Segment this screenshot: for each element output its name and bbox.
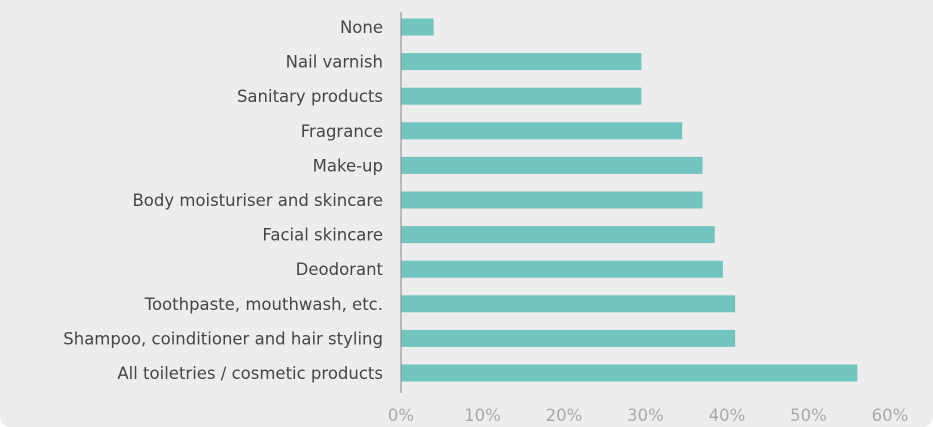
bar-5 — [401, 191, 703, 209]
x-tick-label-0: 0% — [388, 406, 414, 425]
x-tick-label-2: 20% — [546, 406, 583, 425]
category-label-0: None — [340, 18, 383, 37]
category-label-10: All toiletries / cosmetic products — [117, 364, 383, 383]
category-label-2: Sanitary products — [237, 87, 383, 106]
bar-2 — [401, 87, 642, 105]
bar-6 — [401, 226, 715, 244]
category-labels-group: None Nail varnish Sanitary products Fragran… — [63, 18, 383, 383]
bars-group — [401, 18, 858, 382]
x-tick-label-5: 50% — [790, 406, 827, 425]
category-label-3: Fragrance — [301, 122, 383, 141]
x-tick-labels-group: 0% 10% 20% 30% 40% 50% 60% — [388, 406, 908, 425]
bar-8 — [401, 295, 736, 313]
bar-1 — [401, 53, 642, 71]
category-label-5: Body moisturiser and skincare — [132, 191, 383, 210]
category-label-4: Make-up — [313, 156, 383, 175]
category-label-9: Shampoo, coinditioner and hair styling — [63, 329, 383, 348]
bar-7 — [401, 260, 723, 278]
category-label-6: Facial skincare — [262, 226, 383, 245]
bar-10 — [401, 364, 858, 382]
x-tick-label-1: 10% — [464, 406, 501, 425]
x-tick-label-4: 40% — [709, 406, 746, 425]
x-tick-label-6: 60% — [872, 406, 909, 425]
category-label-7: Deodorant — [296, 260, 384, 279]
x-tick-label-3: 30% — [627, 406, 664, 425]
bar-9 — [401, 329, 736, 347]
category-label-1: Nail varnish — [286, 53, 383, 72]
bar-0 — [401, 18, 434, 36]
category-label-8: Toothpaste, mouthwash, etc. — [144, 295, 383, 314]
bar-4 — [401, 156, 703, 174]
bar-3 — [401, 122, 683, 140]
